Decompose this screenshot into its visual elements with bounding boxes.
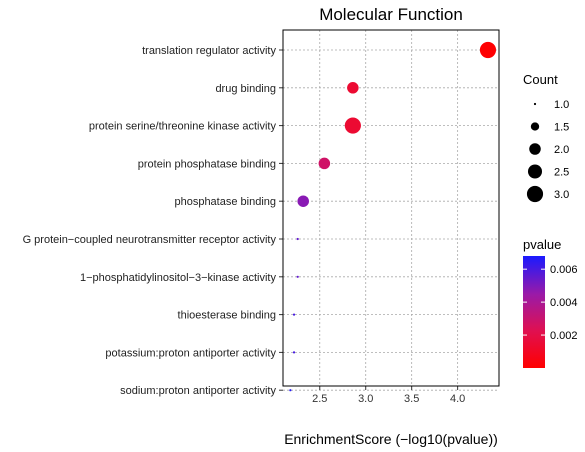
data-point [296,237,299,241]
category-label: protein serine/threonine kinase activity [89,121,277,133]
count-legend-key [530,122,540,131]
pvalue-legend: pvalue 0.002 0.004 0.006 [523,237,578,368]
data-points [289,41,497,392]
pvalue-colorbar [523,256,545,368]
pvalue-legend-label: 0.002 [550,330,578,342]
x-axis-title: EnrichmentScore (−log10(pvalue)) [284,431,498,447]
category-labels: translation regulator activity drug bindi… [23,45,277,397]
count-legend-label: 1.0 [554,99,569,111]
count-legend-key [533,102,537,106]
pvalue-legend-title: pvalue [523,237,561,252]
count-legend-label: 1.5 [554,122,569,134]
data-point [289,389,292,392]
count-legend: Count 1.0 1.5 2.0 2.5 3.0 [523,72,569,203]
data-point [347,82,359,94]
pvalue-legend-label: 0.004 [550,297,578,309]
plot-panel-border [282,29,500,387]
x-tick-label: 3.5 [404,393,419,405]
category-label: phosphatase binding [174,196,276,208]
x-tick-label: 3.0 [358,393,373,405]
count-legend-key [529,143,541,155]
data-point [318,157,331,170]
data-point [296,275,299,278]
category-label: protein phosphatase binding [138,158,276,170]
category-label: thioesterase binding [178,310,276,322]
data-point [292,313,296,316]
count-legend-key [527,164,543,179]
pvalue-legend-label: 0.006 [550,264,578,276]
category-label: 1−phosphatidylinositol−3−kinase activity [80,272,276,284]
data-point [292,351,296,354]
count-legend-title: Count [523,72,558,87]
category-label: potassium:proton antiporter activity [105,347,276,359]
count-legend-key [526,185,544,203]
data-point [297,195,309,207]
grid-layer [283,30,499,391]
category-label: sodium:proton antiporter activity [120,385,276,397]
category-label: G protein−coupled neurotransmitter recep… [23,234,277,246]
category-label: drug binding [215,83,276,95]
x-axis-ticks: 2.5 3.0 3.5 4.0 [279,49,465,405]
x-tick-label: 2.5 [312,393,327,405]
data-point [344,117,361,134]
x-tick-label: 4.0 [450,393,465,405]
chart-title: Molecular Function [319,5,463,24]
data-point [479,41,497,59]
count-legend-label: 3.0 [554,189,569,201]
count-legend-label: 2.0 [554,144,569,156]
category-label: translation regulator activity [142,45,276,57]
count-legend-label: 2.5 [554,167,569,179]
